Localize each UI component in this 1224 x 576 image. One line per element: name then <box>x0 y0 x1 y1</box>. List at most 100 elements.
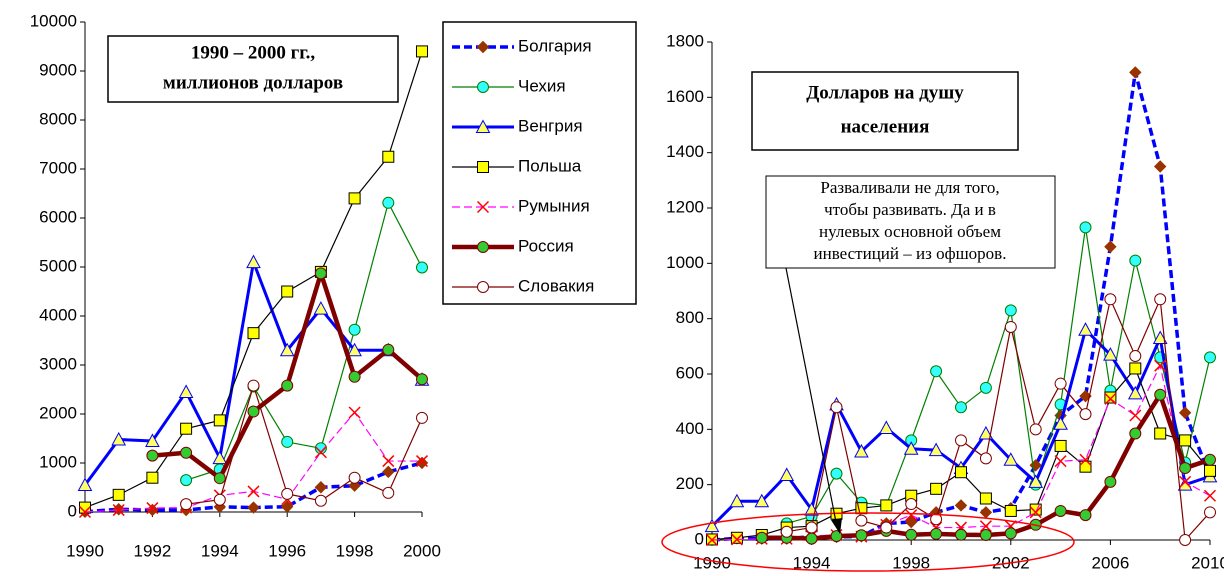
marker <box>1078 322 1093 336</box>
marker <box>416 411 428 424</box>
marker <box>878 420 894 434</box>
marker <box>146 503 159 517</box>
marker <box>247 485 260 498</box>
series-line <box>185 202 423 481</box>
marker <box>314 494 327 507</box>
marker <box>112 504 125 517</box>
y-tick-label: 600 <box>676 363 704 382</box>
series-line <box>84 411 422 513</box>
marker <box>1104 391 1117 404</box>
marker <box>979 506 993 519</box>
marker <box>1004 527 1017 540</box>
marker <box>979 492 992 505</box>
marker <box>281 285 294 298</box>
marker <box>880 521 893 534</box>
marker <box>1129 362 1142 375</box>
x-tick-label: 1998 <box>336 541 374 560</box>
series-line <box>786 298 1211 541</box>
marker <box>903 441 919 455</box>
marker <box>314 442 327 455</box>
marker <box>855 529 868 542</box>
marker <box>1079 221 1092 234</box>
marker <box>979 452 992 465</box>
marker <box>1079 460 1092 473</box>
marker <box>1129 66 1142 79</box>
marker <box>905 498 918 511</box>
x-tick-label: 1998 <box>892 553 930 572</box>
chart-title: Долларов на душу <box>806 82 964 103</box>
marker <box>1129 427 1142 440</box>
highlight-ellipse <box>661 512 1075 572</box>
marker <box>1129 409 1142 422</box>
marker <box>347 342 362 357</box>
marker <box>180 474 193 487</box>
marker <box>1179 534 1192 546</box>
marker <box>382 465 395 479</box>
x-tick-label: 1992 <box>133 541 171 560</box>
marker <box>855 514 868 527</box>
marker <box>830 401 843 414</box>
marker <box>805 521 818 534</box>
marker <box>146 502 159 515</box>
marker <box>754 493 770 508</box>
x-tick-label: 2010 <box>1191 553 1224 572</box>
y-tick-label: 0 <box>695 529 704 548</box>
marker <box>213 414 226 427</box>
marker <box>880 499 893 512</box>
y-tick-label: 9000 <box>39 60 77 79</box>
arrow <box>785 267 837 523</box>
marker <box>729 493 745 508</box>
y-tick-label: 1000 <box>39 452 77 471</box>
marker <box>1079 453 1092 466</box>
legend-label: Россия <box>518 236 574 255</box>
plots: 0100020003000400050006000700080009000100… <box>30 11 1224 572</box>
marker <box>1103 347 1118 361</box>
marker <box>477 81 489 93</box>
marker <box>416 261 428 274</box>
marker <box>313 301 329 315</box>
marker <box>475 119 491 133</box>
marker <box>955 466 967 479</box>
marker <box>954 499 968 512</box>
marker <box>280 500 294 513</box>
x-tick-label: 1994 <box>201 541 239 560</box>
y-tick-label: 2000 <box>39 403 77 422</box>
marker <box>281 487 294 500</box>
annotation: нулевых основной объем <box>819 222 1001 241</box>
marker <box>830 530 843 543</box>
marker <box>314 267 327 280</box>
marker <box>112 488 125 501</box>
marker <box>1029 503 1042 516</box>
marker <box>854 443 869 458</box>
marker <box>247 501 260 514</box>
marker <box>1029 506 1042 519</box>
marker <box>314 446 327 459</box>
marker <box>382 196 395 209</box>
x-tick-label: 1990 <box>693 553 731 572</box>
annotation: 1990 – 2000 гг., <box>191 42 316 63</box>
legend-label: Болгария <box>518 36 592 55</box>
marker <box>1153 160 1167 173</box>
marker <box>805 532 818 545</box>
marker <box>1204 464 1216 477</box>
legend-label: Чехия <box>518 76 566 95</box>
marker <box>1154 427 1167 440</box>
y-tick-label: 10000 <box>30 11 77 30</box>
marker <box>1204 506 1216 519</box>
marker <box>979 529 992 542</box>
series-line <box>786 226 1211 524</box>
marker <box>1154 293 1167 306</box>
marker <box>1204 453 1216 466</box>
marker <box>1129 254 1142 267</box>
marker <box>348 471 361 484</box>
marker <box>281 435 294 448</box>
marker <box>146 449 159 462</box>
chart-title: населения <box>841 116 930 137</box>
marker <box>955 401 967 414</box>
legend-label: Венгрия <box>518 116 583 135</box>
legend-label: Румыния <box>518 196 590 215</box>
marker <box>730 531 743 544</box>
marker <box>905 528 918 541</box>
